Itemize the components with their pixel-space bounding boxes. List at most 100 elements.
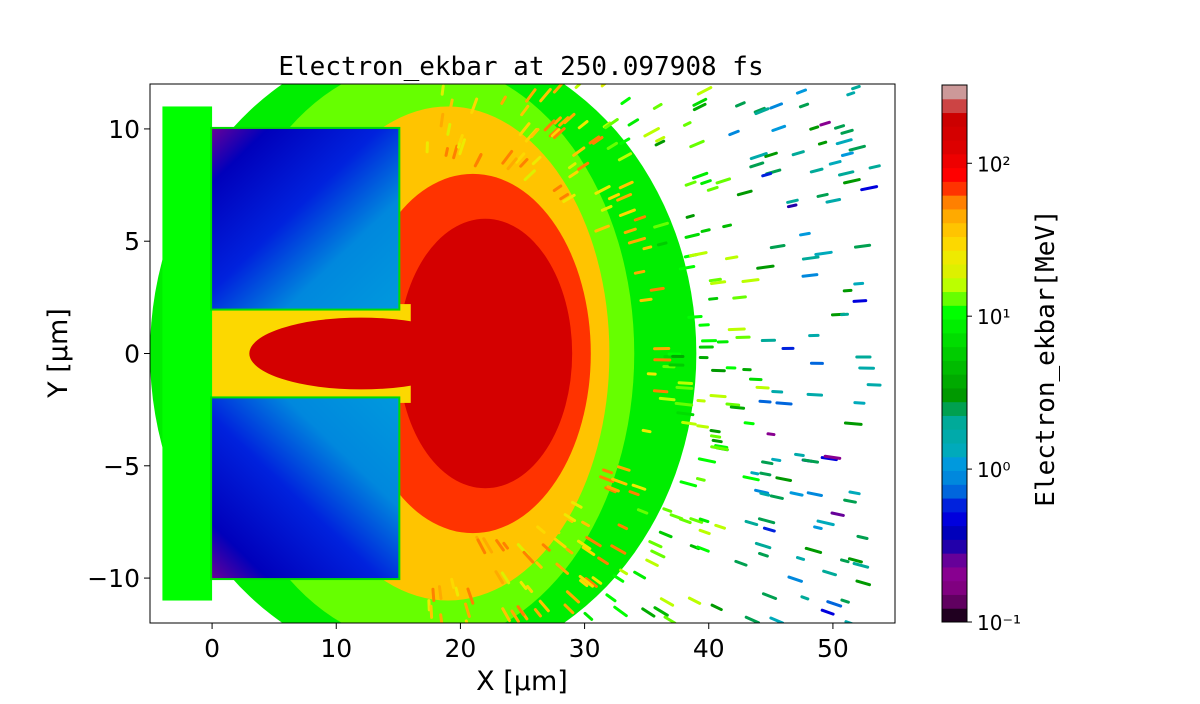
field-streak bbox=[773, 126, 785, 130]
field-streak bbox=[702, 181, 711, 184]
field-streak bbox=[821, 122, 830, 125]
colorbar-band bbox=[942, 305, 967, 319]
colorbar-band bbox=[942, 264, 967, 278]
field-streak bbox=[808, 493, 821, 496]
y-tick-label: −5 bbox=[103, 452, 140, 481]
colorbar-band bbox=[942, 581, 967, 595]
colorbar-band bbox=[942, 553, 967, 567]
field-streak bbox=[439, 587, 440, 599]
field-streak bbox=[678, 413, 693, 415]
field-streak bbox=[773, 391, 782, 392]
field-streak bbox=[466, 621, 468, 627]
colorbar-band bbox=[942, 278, 967, 292]
field-streak bbox=[818, 194, 827, 196]
field-streak bbox=[837, 140, 851, 144]
field-streak bbox=[446, 149, 447, 156]
field-streak bbox=[797, 90, 805, 93]
field-streak bbox=[858, 536, 867, 538]
x-tick-label: 10 bbox=[320, 634, 352, 663]
colorbar-band bbox=[942, 126, 967, 140]
field-streak bbox=[844, 290, 851, 291]
field-streak bbox=[711, 431, 719, 432]
field-streak bbox=[658, 243, 666, 245]
field-streak bbox=[460, 136, 462, 142]
field-streak bbox=[764, 528, 774, 531]
plot-area bbox=[150, 39, 880, 668]
field-streak bbox=[698, 88, 711, 95]
field-streak bbox=[815, 527, 822, 529]
field-streak bbox=[845, 180, 860, 183]
field-streak bbox=[855, 245, 869, 247]
field-streak bbox=[441, 615, 443, 629]
field-streak bbox=[629, 120, 638, 125]
field-streak bbox=[818, 521, 833, 525]
region-lower-target bbox=[212, 398, 398, 578]
field-streak bbox=[777, 478, 791, 481]
field-streak bbox=[836, 126, 844, 128]
field-streak bbox=[661, 599, 672, 605]
field-streak bbox=[793, 152, 803, 155]
field-streak bbox=[699, 459, 714, 462]
field-streak bbox=[691, 141, 703, 146]
field-streak bbox=[651, 288, 663, 290]
field-streak bbox=[773, 459, 780, 460]
colorbar-tick-label: 10¹ bbox=[977, 305, 1010, 329]
field-streak bbox=[828, 602, 841, 606]
colorbar-band bbox=[942, 498, 967, 512]
colorbar-band bbox=[942, 388, 967, 402]
colorbar-band bbox=[942, 181, 967, 195]
field-streak bbox=[712, 605, 721, 609]
colorbar-band bbox=[942, 99, 967, 113]
field-streak bbox=[622, 98, 629, 103]
field-streak bbox=[729, 329, 744, 330]
field-streak bbox=[643, 609, 654, 616]
region-upper-target bbox=[212, 129, 398, 309]
field-streak bbox=[819, 142, 825, 144]
field-streak bbox=[824, 571, 836, 575]
colorbar-band bbox=[942, 457, 967, 471]
colorbar-band bbox=[942, 443, 967, 457]
region-left-sheath bbox=[162, 106, 212, 600]
field-streak bbox=[654, 391, 666, 392]
y-tick-label: −10 bbox=[87, 564, 140, 593]
field-streak bbox=[660, 398, 674, 399]
x-tick-label: 40 bbox=[693, 634, 725, 663]
field-streak bbox=[645, 129, 659, 136]
field-streak bbox=[710, 279, 720, 280]
field-streak bbox=[832, 513, 843, 515]
colorbar-band bbox=[942, 567, 967, 581]
field-streak bbox=[448, 124, 450, 134]
field-streak bbox=[700, 530, 709, 533]
field-streak bbox=[808, 394, 821, 395]
field-streak bbox=[607, 595, 615, 601]
field-streak bbox=[752, 473, 758, 474]
x-axis-label: X [μm] bbox=[476, 666, 568, 697]
field-streak bbox=[771, 104, 782, 108]
colorbar-band bbox=[942, 154, 967, 168]
field-streak bbox=[751, 154, 766, 159]
y-tick-label: 0 bbox=[124, 340, 140, 369]
x-tick-label: 30 bbox=[569, 634, 601, 663]
field-streak bbox=[842, 130, 852, 133]
field-streak bbox=[756, 543, 769, 547]
field-streak bbox=[654, 104, 661, 108]
colorbar-band bbox=[942, 195, 967, 209]
field-streak bbox=[683, 422, 696, 424]
field-streak bbox=[686, 234, 698, 237]
field-streak bbox=[777, 403, 791, 404]
colorbar-band bbox=[942, 236, 967, 250]
field-streak bbox=[771, 245, 784, 247]
field-streak bbox=[681, 482, 696, 486]
field-streak bbox=[676, 403, 691, 405]
field-streak bbox=[763, 594, 775, 599]
colorbar-tick-label: 10⁰ bbox=[977, 458, 1010, 482]
field-streak bbox=[848, 93, 854, 95]
field-streak bbox=[647, 560, 658, 565]
field-streak bbox=[615, 607, 627, 615]
field-streak bbox=[816, 252, 831, 254]
colorbar-band bbox=[942, 223, 967, 237]
colorbar-band bbox=[942, 319, 967, 333]
field-streak bbox=[713, 440, 721, 441]
field-streak bbox=[717, 179, 729, 183]
field-streak bbox=[644, 247, 651, 249]
